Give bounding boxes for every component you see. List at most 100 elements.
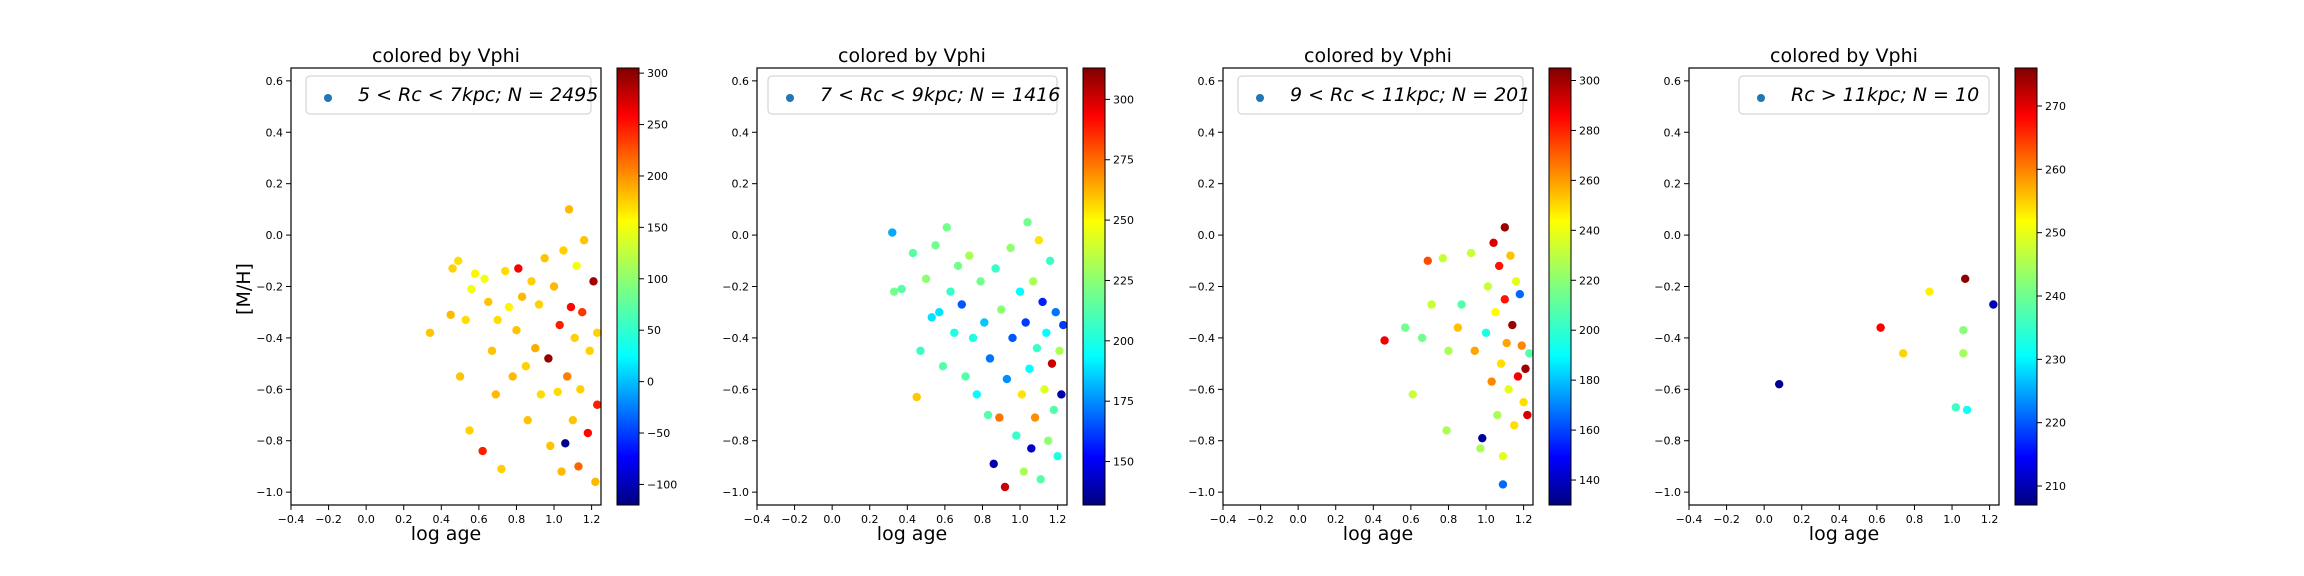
data-point (1500, 223, 1510, 232)
y-tick-label: −0.8 (1654, 435, 1681, 448)
x-tick-label: −0.2 (781, 513, 808, 526)
x-tick-label: 1.2 (1981, 513, 1999, 526)
colorbar-tick-label: 300 (647, 67, 668, 80)
legend-marker (786, 94, 794, 102)
y-tick-label: −0.4 (1188, 332, 1215, 345)
data-point (1511, 277, 1521, 286)
colorbar-tick-label: 230 (2045, 353, 2066, 366)
y-tick-label: 0.2 (1664, 178, 1682, 191)
data-point (517, 292, 527, 301)
data-point (1025, 364, 1034, 373)
colorbar-tick-label: 220 (2045, 417, 2066, 430)
data-point (1051, 308, 1060, 317)
y-tick-label: −0.2 (256, 281, 283, 294)
y-tick-label: 0.2 (732, 178, 750, 191)
colorbar-tick-label: −100 (647, 478, 677, 491)
y-tick-label: −0.6 (1654, 383, 1681, 396)
data-point (965, 251, 974, 260)
data-point (1523, 410, 1532, 420)
x-tick-label: 0.2 (861, 513, 879, 526)
data-point (497, 464, 506, 474)
data-point (1506, 251, 1515, 260)
data-point (1521, 364, 1530, 373)
data-point (566, 302, 576, 312)
x-tick-label: 1.2 (1515, 513, 1533, 526)
data-point (593, 328, 601, 337)
y-tick-label: −0.8 (1188, 435, 1215, 448)
colorbar-tick-label: 250 (647, 119, 668, 132)
data-point (931, 241, 940, 250)
data-point (1028, 277, 1038, 286)
colorbar-tick-label: 240 (1579, 224, 1600, 237)
data-point (555, 320, 564, 330)
x-tick-label: −0.4 (1676, 513, 1703, 526)
colorbar-tick-label: 200 (1113, 335, 1134, 348)
colorbar-tick-label: 210 (2045, 480, 2066, 493)
data-point (446, 310, 455, 319)
data-point (1423, 256, 1432, 265)
x-tick-label: 0.0 (823, 513, 841, 526)
legend: 7 < Rc < 9kpc; N = 1416 (767, 75, 1060, 115)
y-tick-label: −1.0 (1188, 486, 1215, 499)
data-point (484, 297, 493, 307)
colorbar-tick-label: 140 (1579, 474, 1600, 487)
colorbar-tick-label: 150 (1113, 456, 1134, 469)
data-point (1017, 390, 1027, 399)
data-point (570, 333, 579, 343)
data-point (957, 300, 966, 309)
legend-text: Rc > 11kpc; N = 10 (1791, 84, 1979, 106)
data-point (908, 248, 918, 258)
data-point (946, 287, 955, 296)
x-tick-label: 1.2 (583, 513, 601, 526)
data-point (972, 390, 982, 399)
data-point (546, 441, 555, 451)
data-point (544, 354, 553, 363)
data-point (1019, 467, 1028, 476)
legend-marker (1256, 94, 1264, 102)
x-tick-label: 0.2 (1793, 513, 1811, 526)
data-point (579, 236, 589, 245)
data-point (1442, 426, 1451, 435)
data-point (1047, 359, 1057, 368)
scatter-points (425, 205, 601, 487)
y-tick-label: −0.4 (722, 332, 749, 345)
data-point (1491, 308, 1500, 317)
data-point (576, 385, 585, 394)
data-point (1960, 274, 1970, 283)
data-point (921, 274, 931, 283)
y-tick-label: −0.2 (1654, 281, 1681, 294)
colorbar-tick-label: 0 (647, 376, 654, 389)
legend-box (1738, 75, 1990, 115)
data-point (1489, 238, 1498, 247)
x-tick-label: 1.0 (1943, 513, 1961, 526)
y-tick-label: 0.2 (1198, 178, 1216, 191)
x-tick-label: −0.4 (1210, 513, 1237, 526)
data-point (1481, 328, 1491, 337)
data-point (1012, 431, 1021, 440)
data-point (1496, 359, 1506, 368)
data-point (935, 308, 944, 317)
y-tick-label: −0.6 (256, 383, 283, 396)
data-point (1040, 385, 1049, 394)
y-tick-label: −0.4 (256, 332, 283, 345)
data-point (1510, 421, 1519, 430)
data-point (1525, 349, 1533, 358)
data-point (953, 261, 963, 271)
panels: colored by Vphi −0.4 −0.2 0.0 0.2 0.4 0.6 0.8 1.… (256, 45, 2066, 545)
x-tick-label: 1.2 (1049, 513, 1067, 526)
data-point (1498, 480, 1508, 489)
data-point (493, 315, 502, 325)
data-point (1380, 336, 1389, 345)
data-point (589, 277, 598, 286)
data-point (470, 269, 480, 278)
colorbar-tick-label: 250 (1113, 214, 1134, 227)
data-point (553, 387, 562, 397)
data-point (454, 256, 463, 265)
legend-marker (324, 94, 332, 102)
data-point (1989, 300, 1998, 309)
data-point (521, 361, 531, 371)
y-tick-label: 0.6 (1198, 75, 1216, 88)
data-point (514, 264, 523, 273)
colorbar-tick-label: 275 (1113, 154, 1134, 167)
colorbar-tick-label: 220 (1579, 274, 1600, 287)
